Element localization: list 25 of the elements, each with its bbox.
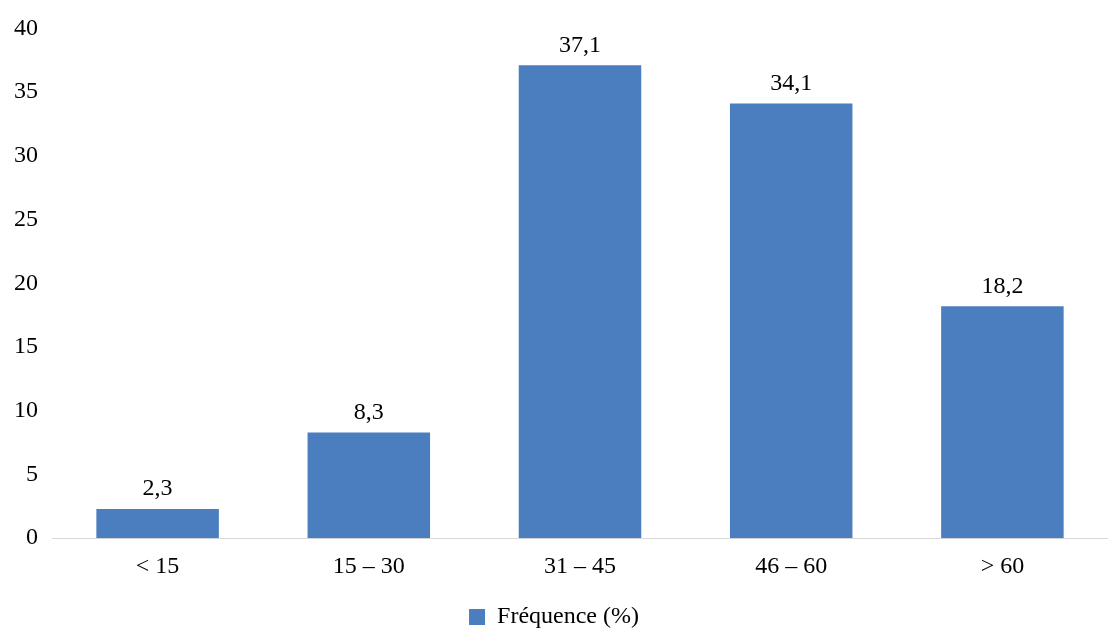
x-tick-label: < 15 xyxy=(135,551,180,578)
data-label: 37,1 xyxy=(559,30,601,57)
y-tick-label: 35 xyxy=(14,77,38,104)
bar xyxy=(941,306,1064,539)
data-label: 8,3 xyxy=(353,397,384,424)
y-tick-label: 0 xyxy=(26,523,38,550)
y-tick-label: 10 xyxy=(14,396,38,423)
bar xyxy=(518,65,642,539)
y-tick-label: 5 xyxy=(26,459,38,486)
bar xyxy=(729,103,853,539)
y-tick-label: 40 xyxy=(14,13,38,40)
y-tick-label: 15 xyxy=(14,332,38,359)
x-tick-label: 46 – 60 xyxy=(755,551,828,578)
y-tick-label: 20 xyxy=(14,268,38,295)
x-tick-label: 31 – 45 xyxy=(544,551,616,578)
x-tick-label: > 60 xyxy=(980,551,1025,578)
y-tick-label: 30 xyxy=(14,141,38,168)
data-label: 34,1 xyxy=(770,68,813,95)
data-label: 2,3 xyxy=(142,474,173,501)
data-label: 18,2 xyxy=(981,271,1024,298)
bar xyxy=(96,508,219,539)
y-tick-label: 25 xyxy=(14,204,38,231)
legend-label: Fréquence (%) xyxy=(497,602,639,629)
x-tick-label: 15 – 30 xyxy=(332,551,405,578)
bar xyxy=(307,432,431,539)
